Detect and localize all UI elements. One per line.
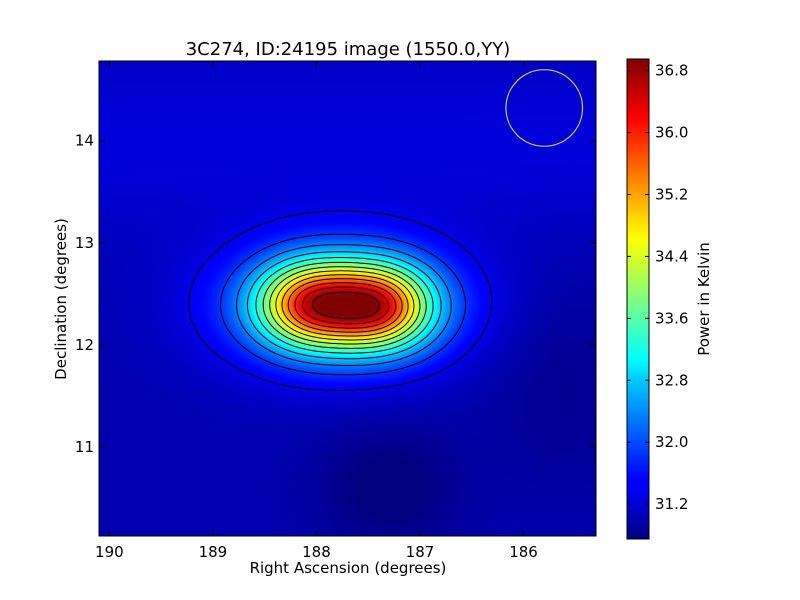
contour-line xyxy=(236,244,452,366)
colorbar-tick-label: 33.6 xyxy=(655,309,688,327)
contour-line xyxy=(287,278,403,333)
x-tick-label: 190 xyxy=(95,543,124,561)
contour-line xyxy=(246,251,442,360)
contour-line xyxy=(275,270,415,341)
x-tick-label: 188 xyxy=(302,543,331,561)
contour-line xyxy=(269,266,421,345)
contour-line xyxy=(281,274,409,337)
y-tick-label: 11 xyxy=(75,438,94,456)
colorbar-tick-label: 35.2 xyxy=(655,185,688,203)
beam-circle xyxy=(505,69,584,147)
x-tick-label: 187 xyxy=(406,543,435,561)
contour-line xyxy=(312,291,380,320)
colorbar-tick-label: 36.8 xyxy=(655,62,688,80)
y-axis-ticks: 11 12 13 14 xyxy=(75,132,596,456)
x-axis-ticks: 190 189 188 187 186 xyxy=(95,61,538,561)
y-tick-label: 14 xyxy=(75,132,94,150)
contour-line xyxy=(262,261,427,349)
contour-lines xyxy=(188,210,493,391)
colorbar-gradient xyxy=(626,58,650,540)
contour-line xyxy=(220,233,467,376)
colorbar-tick-label: 31.2 xyxy=(655,495,688,513)
contour-line xyxy=(255,257,434,354)
y-tick-label: 12 xyxy=(75,336,94,354)
contour-line xyxy=(302,286,390,325)
colorbar-tick-label: 36.0 xyxy=(655,124,688,142)
chart-title: 3C274, ID:24195 image (1550.0,YY) xyxy=(186,39,511,60)
heatmap-image xyxy=(99,61,596,536)
x-tick-label: 186 xyxy=(509,543,538,561)
colorbar-tick-label: 32.8 xyxy=(655,371,688,389)
colorbar-tick-label: 32.0 xyxy=(655,433,688,451)
colorbar-tick-label: 34.4 xyxy=(655,247,688,265)
colorbar: 31.2 32.0 32.8 33.6 34.4 35.2 36.0 36.8 xyxy=(626,58,688,540)
y-tick-label: 13 xyxy=(75,234,94,252)
plot-frame xyxy=(98,60,597,537)
colorbar-ticks: 31.2 32.0 32.8 33.6 34.4 35.2 36.0 36.8 xyxy=(627,62,688,513)
x-tick-label: 189 xyxy=(199,543,228,561)
y-axis-label: Declination (degrees) xyxy=(52,218,70,380)
colorbar-label: Power in Kelvin xyxy=(695,242,713,356)
x-axis-label: Right Ascension (degrees) xyxy=(250,559,447,577)
contour-line xyxy=(294,282,397,329)
heatmap-plot: 190 189 188 187 186 11 12 13 14 xyxy=(75,60,597,561)
contour-line xyxy=(188,210,493,391)
